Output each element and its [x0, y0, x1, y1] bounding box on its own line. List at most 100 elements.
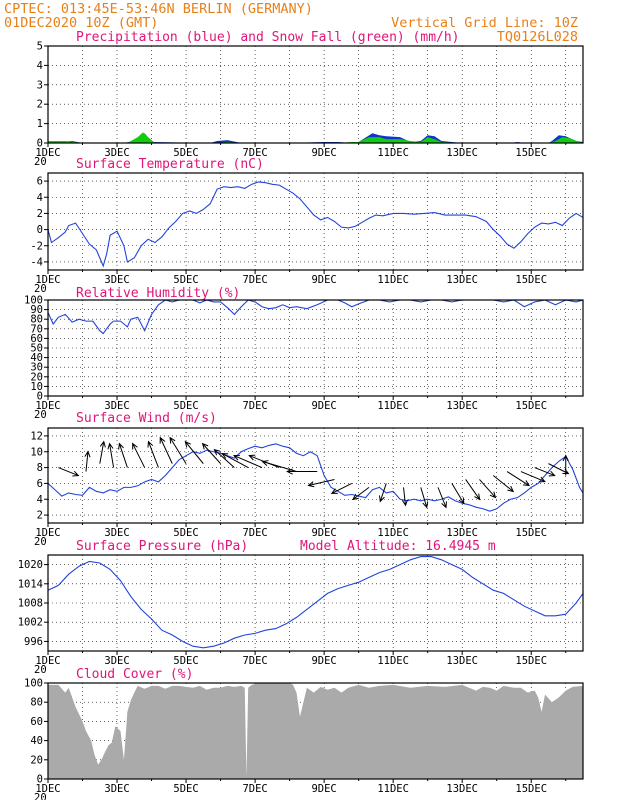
wind-xtick-label: 7DEC [242, 527, 267, 539]
precip-frame [47, 45, 584, 144]
temperature-panel-title: Surface Temperature (nC) [76, 157, 264, 172]
header-location: CPTEC: 013:45E-53:46N BERLIN (GERMANY) [4, 1, 313, 17]
wind-ytick-label: 2 [37, 510, 43, 522]
cloud-xtick-label: 5DEC [173, 783, 198, 795]
wind-vector-arrow [562, 454, 569, 476]
temperature-panel: -4 -2 0 2 4 6 1DEC 3DEC 5DEC 7DEC 9DEC 11DEC 13DEC 15… [30, 172, 584, 295]
precip-xtick-label: 13DEC [446, 147, 478, 159]
wind-vector-arrow [213, 448, 235, 468]
cloud-ytick-label: 80 [30, 697, 43, 709]
wind-xtick-overflow: 20 [34, 536, 47, 548]
humidity-ytick-label: 90 [30, 304, 43, 316]
wind-vector-arrow [437, 487, 447, 509]
temperature-xtick-label: 7DEC [242, 274, 267, 286]
wind-ytick-label: 8 [37, 462, 43, 474]
humidity-ytick-label: 30 [30, 362, 43, 374]
wind-series-wind-speed [48, 443, 583, 512]
pressure-panel: 996 1002 1008 1014 1020 1DEC 3DEC 5DEC 7DEC 9DEC 1… [18, 554, 584, 676]
wind-vector-arrow [132, 442, 146, 468]
cloud-ytick-label: 40 [30, 735, 43, 747]
humidity-xtick-label: 3DEC [104, 400, 129, 412]
wind-vector-arrow [451, 483, 465, 505]
header-date: 01DEC2020 10Z (GMT) [4, 15, 158, 31]
pressure-xtick-overflow: 20 [34, 664, 47, 676]
pressure-xtick-label: 1DEC [35, 655, 60, 667]
cloud-ytick-label: 20 [30, 754, 43, 766]
humidity-xtick-label: 13DEC [446, 400, 478, 412]
wind-vector-arrow [330, 482, 352, 494]
header-model-code: TQ0126L028 [497, 29, 578, 45]
precip-ytick-label: 5 [37, 41, 43, 53]
pressure-xtick-label: 3DEC [104, 655, 129, 667]
wind-vector-arrow [169, 436, 187, 464]
wind-vector-arrow [534, 467, 556, 477]
temperature-series-temperature [48, 181, 583, 268]
wind-vector-arrow [184, 440, 204, 464]
wind-vector-arrow [58, 467, 80, 477]
wind-vector-arrow [352, 486, 370, 501]
cloud-xtick-label: 1DEC [35, 783, 60, 795]
wind-ytick-label: 10 [30, 446, 43, 458]
humidity-xtick-label: 11DEC [377, 400, 409, 412]
temperature-ytick-label: 0 [37, 224, 43, 236]
temperature-xtick-label: 1DEC [35, 274, 60, 286]
pressure-ytick-label: 1020 [18, 559, 43, 571]
wind-ytick-label: 12 [30, 430, 43, 442]
pressure-xtick-label: 7DEC [242, 655, 267, 667]
pressure-xtick-label: 11DEC [377, 655, 409, 667]
temperature-ytick-label: -4 [30, 256, 43, 268]
humidity-xtick-label: 7DEC [242, 400, 267, 412]
temperature-xtick-label: 5DEC [173, 274, 198, 286]
precip-ytick-label: 4 [37, 60, 43, 72]
wind-vector-arrow [286, 468, 318, 475]
humidity-xtick-label: 15DEC [515, 400, 547, 412]
cloud-xtick-label: 9DEC [311, 783, 336, 795]
humidity-ytick-label: 70 [30, 323, 43, 335]
cloud-xtick-label: 3DEC [104, 783, 129, 795]
wind-vector-arrow [307, 478, 335, 488]
precip-xtick-overflow: 20 [34, 156, 47, 168]
precip-series-snow-fall [48, 132, 583, 143]
wind-vector-arrow [492, 475, 515, 493]
temperature-xtick-overflow: 20 [34, 283, 47, 295]
precip-xtick-label: 9DEC [311, 147, 336, 159]
precip-series-precipitation [48, 133, 583, 143]
cloud-panel-title: Cloud Cover (%) [76, 667, 193, 682]
wind-xtick-label: 3DEC [104, 527, 129, 539]
cloud-frame [47, 682, 584, 780]
temperature-frame [47, 172, 584, 271]
humidity-ytick-label: 40 [30, 352, 43, 364]
wind-vector-arrow [99, 440, 106, 464]
wind-vector-arrow [147, 440, 159, 468]
cloud-xtick-label: 13DEC [446, 783, 478, 795]
cloud-xtick-label: 7DEC [242, 783, 267, 795]
wind-xtick-label: 15DEC [515, 527, 547, 539]
pressure-ytick-label: 1014 [18, 578, 43, 590]
wind-panel-title: Surface Wind (m/s) [76, 411, 217, 426]
humidity-ytick-label: 50 [30, 343, 43, 355]
precip-xtick-label: 3DEC [104, 147, 129, 159]
wind-vector-arrow [221, 453, 249, 469]
cloud-panel: 0 20 40 60 80 100 1DEC 3DEC 5DEC 7DEC 9DEC 11DEC 13D… [24, 678, 584, 800]
humidity-ytick-label: 100 [24, 295, 43, 307]
temperature-xtick-label: 11DEC [377, 274, 409, 286]
pressure-xtick-label: 15DEC [515, 655, 547, 667]
precip-data [48, 132, 583, 143]
wind-xtick-label: 13DEC [446, 527, 478, 539]
temperature-ytick-label: 6 [37, 176, 43, 188]
humidity-xtick-label: 1DEC [35, 400, 60, 412]
temperature-xtick-label: 3DEC [104, 274, 129, 286]
pressure-xtick-label: 5DEC [173, 655, 198, 667]
pressure-panel-title: Surface Pressure (hPa) [76, 539, 248, 554]
pressure-ytick-label: 1002 [18, 617, 43, 629]
wind-ytick-label: 6 [37, 478, 43, 490]
precip-ytick-label: 3 [37, 79, 43, 91]
pressure-xtick-label: 9DEC [311, 655, 336, 667]
humidity-ytick-label: 0 [37, 391, 43, 403]
temperature-ytick-label: -2 [30, 240, 43, 252]
wind-xtick-label: 1DEC [35, 527, 60, 539]
temperature-xtick-label: 13DEC [446, 274, 478, 286]
temperature-xtick-label: 15DEC [515, 274, 547, 286]
